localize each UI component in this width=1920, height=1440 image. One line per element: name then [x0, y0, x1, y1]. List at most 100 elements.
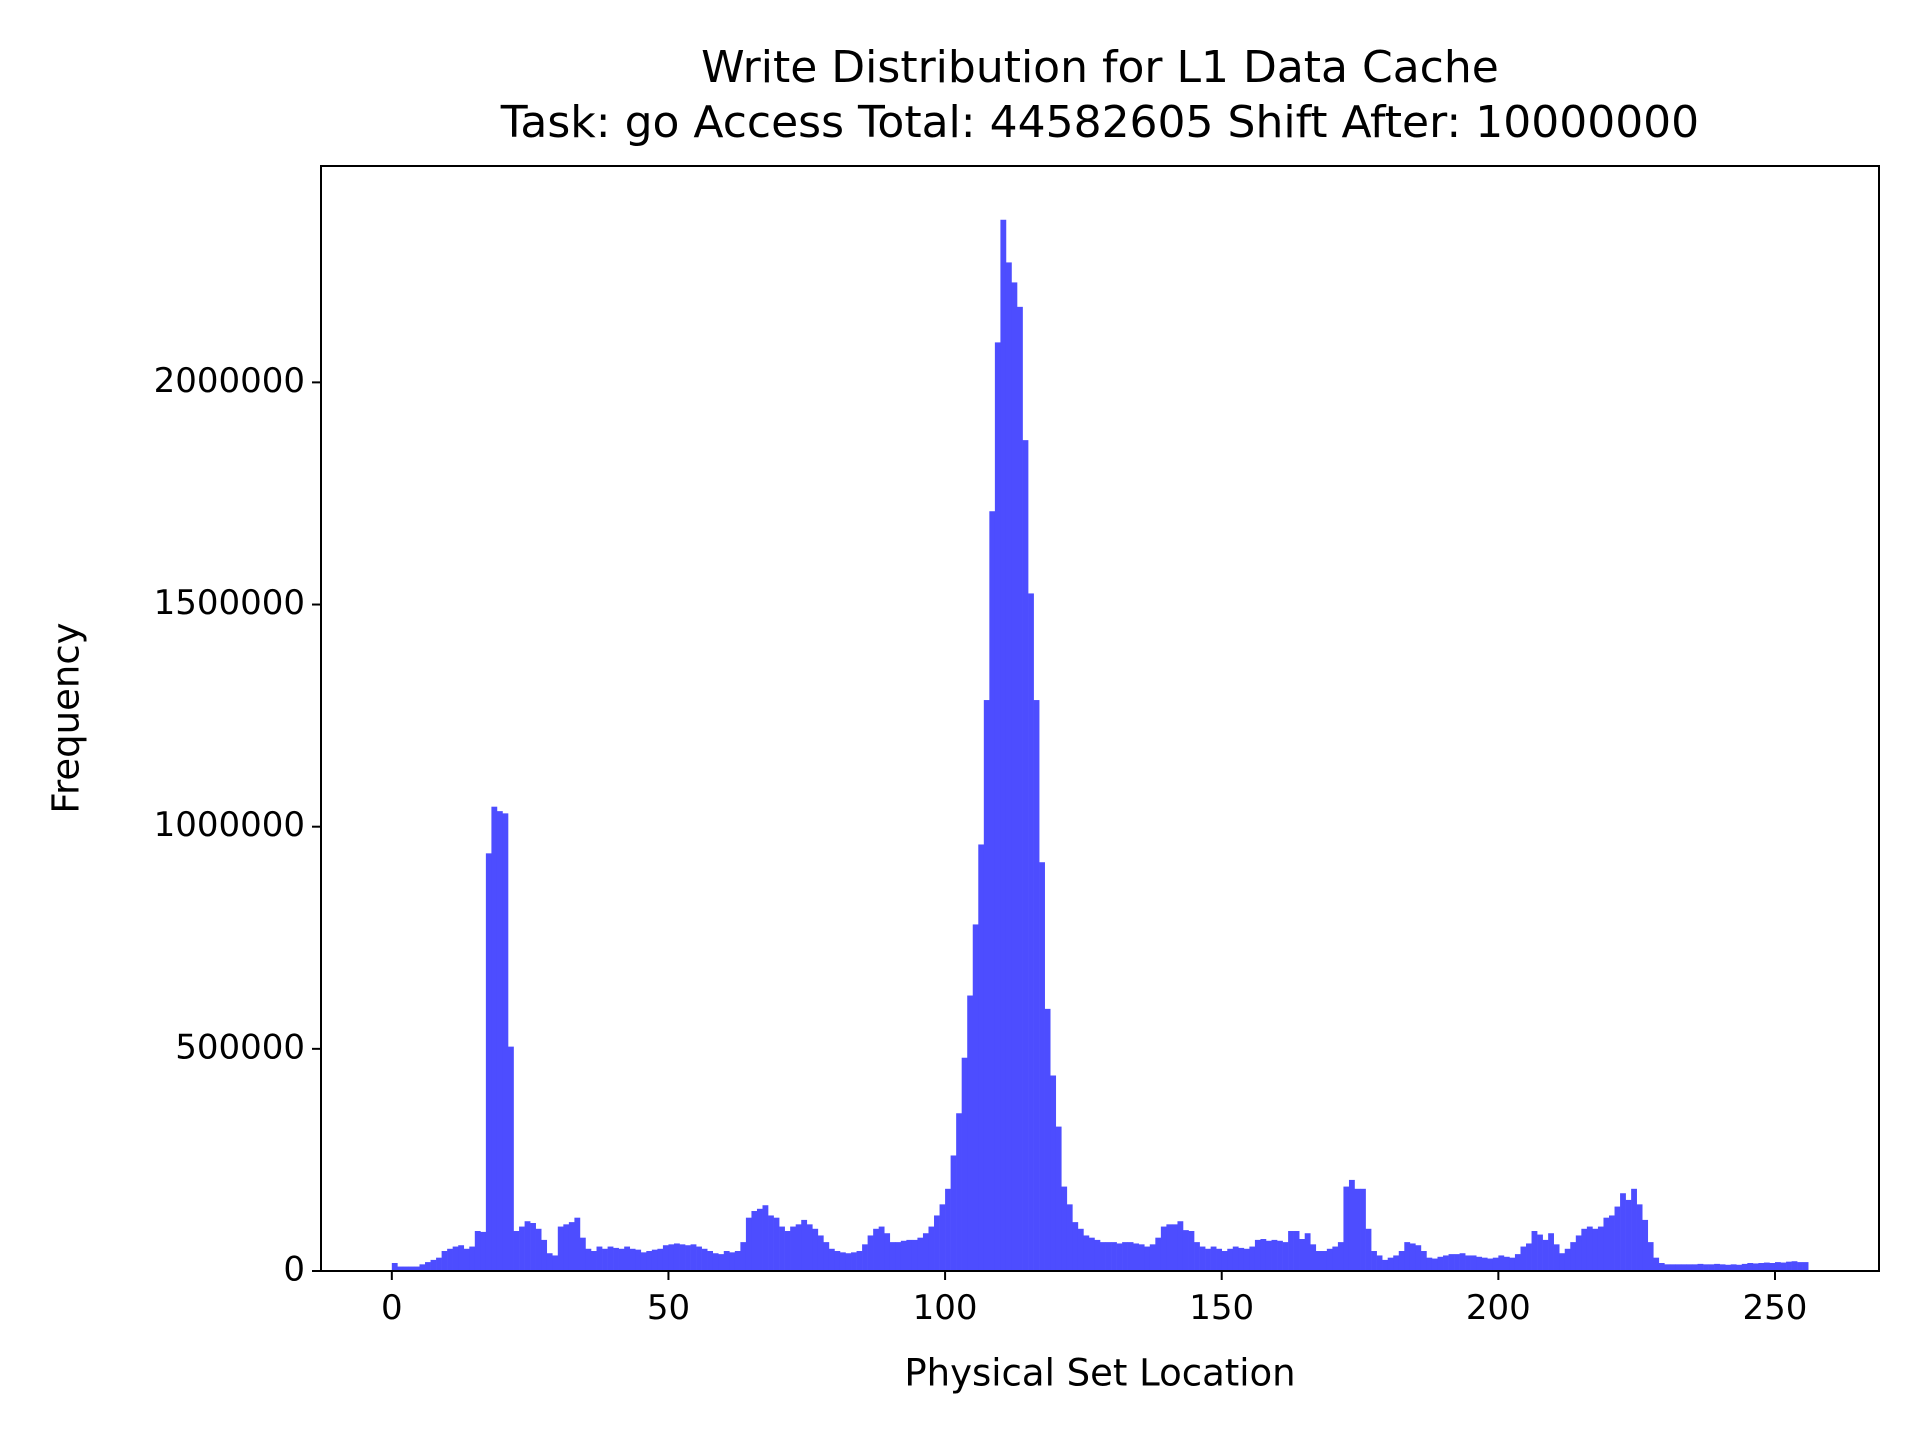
bar — [1470, 1255, 1477, 1271]
bar — [1166, 1224, 1173, 1271]
bar — [1304, 1233, 1311, 1271]
bar — [1017, 306, 1023, 1271]
bar — [1592, 1228, 1599, 1271]
bar — [812, 1228, 819, 1271]
x-tick-label: 250 — [1743, 1288, 1808, 1328]
bar — [801, 1219, 808, 1271]
bar — [1188, 1231, 1195, 1271]
bar — [1708, 1264, 1715, 1271]
bar — [1564, 1248, 1571, 1271]
bar — [1160, 1226, 1167, 1271]
bar — [1376, 1255, 1383, 1271]
bar — [452, 1246, 459, 1271]
bar — [1371, 1251, 1377, 1271]
bar — [1265, 1240, 1272, 1271]
bar — [839, 1252, 846, 1271]
bar — [607, 1246, 614, 1271]
bar — [1609, 1215, 1615, 1271]
bar — [1797, 1262, 1803, 1271]
bar — [828, 1248, 835, 1271]
bar — [1271, 1239, 1278, 1271]
bar — [685, 1245, 691, 1271]
bar — [723, 1251, 730, 1271]
bar — [823, 1242, 830, 1271]
bar — [1061, 1186, 1068, 1271]
bar — [1647, 1242, 1654, 1271]
bar — [1039, 862, 1045, 1271]
bar — [1199, 1246, 1206, 1271]
bar — [646, 1251, 653, 1271]
bar — [662, 1245, 669, 1271]
bar — [1426, 1257, 1433, 1271]
bar — [1127, 1242, 1134, 1271]
bar — [1011, 282, 1018, 1272]
bar — [817, 1235, 824, 1271]
x-tick-label: 150 — [1189, 1288, 1254, 1328]
bar — [950, 1155, 957, 1271]
bar — [1321, 1251, 1328, 1271]
bar — [1116, 1243, 1123, 1271]
bar — [1005, 262, 1012, 1271]
bar — [530, 1223, 536, 1271]
bar — [928, 1226, 935, 1271]
bar — [679, 1244, 686, 1271]
bar — [1465, 1255, 1471, 1271]
bar — [640, 1252, 647, 1271]
bar — [1686, 1264, 1693, 1271]
bar — [1514, 1254, 1521, 1271]
bar — [1293, 1231, 1300, 1271]
bar — [1354, 1188, 1361, 1271]
bar — [1791, 1261, 1798, 1271]
x-tick-label: 100 — [913, 1288, 978, 1328]
bar — [579, 1237, 586, 1271]
bar — [1664, 1264, 1671, 1271]
bar — [696, 1246, 702, 1271]
x-tick-label: 50 — [647, 1288, 690, 1328]
bar — [1691, 1264, 1698, 1271]
bar — [1675, 1264, 1682, 1271]
bar — [1520, 1246, 1527, 1271]
bar — [474, 1231, 481, 1271]
bar — [1332, 1246, 1339, 1271]
y-tick-label: 1500000 — [154, 583, 305, 623]
bar — [784, 1231, 791, 1271]
bar — [1398, 1251, 1405, 1271]
bar — [1719, 1264, 1726, 1271]
bar — [889, 1242, 896, 1271]
bar — [1282, 1242, 1289, 1271]
bar — [535, 1228, 542, 1271]
bar — [1105, 1242, 1112, 1271]
bar — [1088, 1237, 1095, 1271]
bar — [1492, 1257, 1499, 1271]
bar — [740, 1242, 747, 1271]
bar — [1022, 440, 1029, 1271]
bar — [745, 1217, 752, 1271]
bar — [867, 1235, 874, 1271]
bar — [1227, 1248, 1234, 1271]
bar — [1066, 1204, 1073, 1271]
bar — [1669, 1264, 1676, 1271]
bar — [1360, 1188, 1366, 1271]
bar — [1503, 1256, 1510, 1271]
x-tick-label: 0 — [381, 1288, 403, 1328]
bar — [596, 1246, 603, 1271]
chart-title: Write Distribution for L1 Data Cache — [701, 42, 1499, 93]
bar — [1680, 1264, 1687, 1271]
bar — [1476, 1256, 1483, 1271]
bar — [557, 1226, 564, 1271]
bar — [729, 1252, 736, 1271]
bar — [413, 1266, 420, 1271]
bar — [939, 1204, 946, 1271]
bar — [397, 1266, 404, 1271]
bar — [795, 1224, 802, 1271]
bar — [779, 1226, 785, 1271]
bar — [1526, 1243, 1532, 1271]
bar — [1348, 1179, 1355, 1271]
bar — [994, 342, 1001, 1271]
bar — [1747, 1263, 1754, 1271]
bar — [635, 1249, 642, 1271]
bar — [485, 853, 492, 1271]
bar — [1703, 1264, 1709, 1271]
bar — [734, 1251, 741, 1271]
